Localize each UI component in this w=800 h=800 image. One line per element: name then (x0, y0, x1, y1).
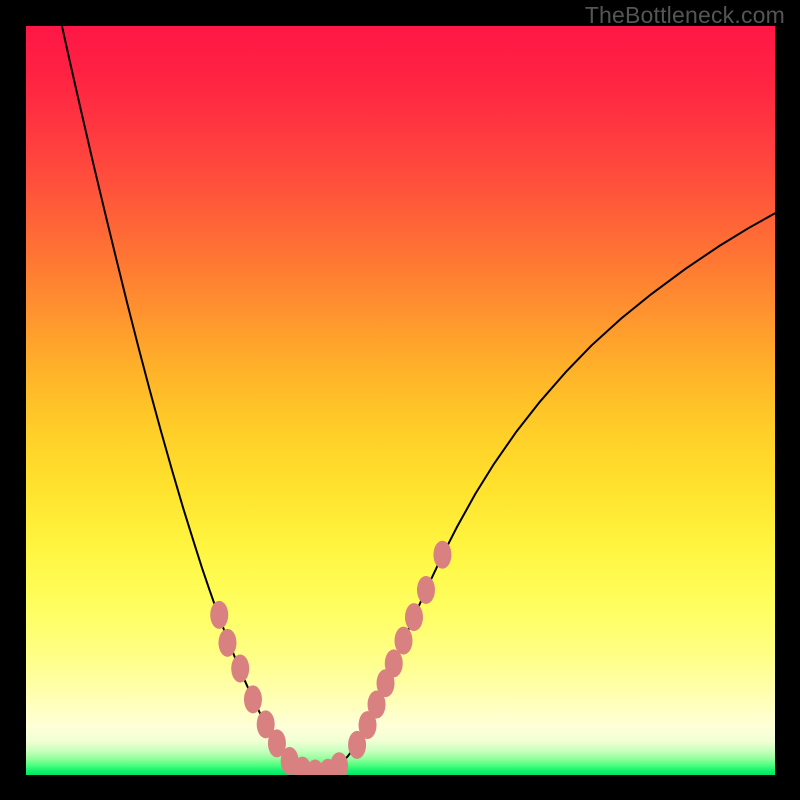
watermark-text: TheBottleneck.com (585, 2, 785, 29)
curve-marker (395, 627, 413, 655)
curve-marker (417, 576, 435, 604)
plot-area (26, 26, 775, 775)
curve-marker (231, 655, 249, 683)
chart-frame: TheBottleneck.com (0, 0, 800, 800)
curve-marker (210, 601, 228, 629)
curve-marker (405, 603, 423, 631)
curve-marker (218, 629, 236, 657)
curve-marker (433, 541, 451, 569)
curve-marker (385, 649, 403, 677)
plot-svg (26, 26, 775, 775)
curve-marker (244, 685, 262, 713)
